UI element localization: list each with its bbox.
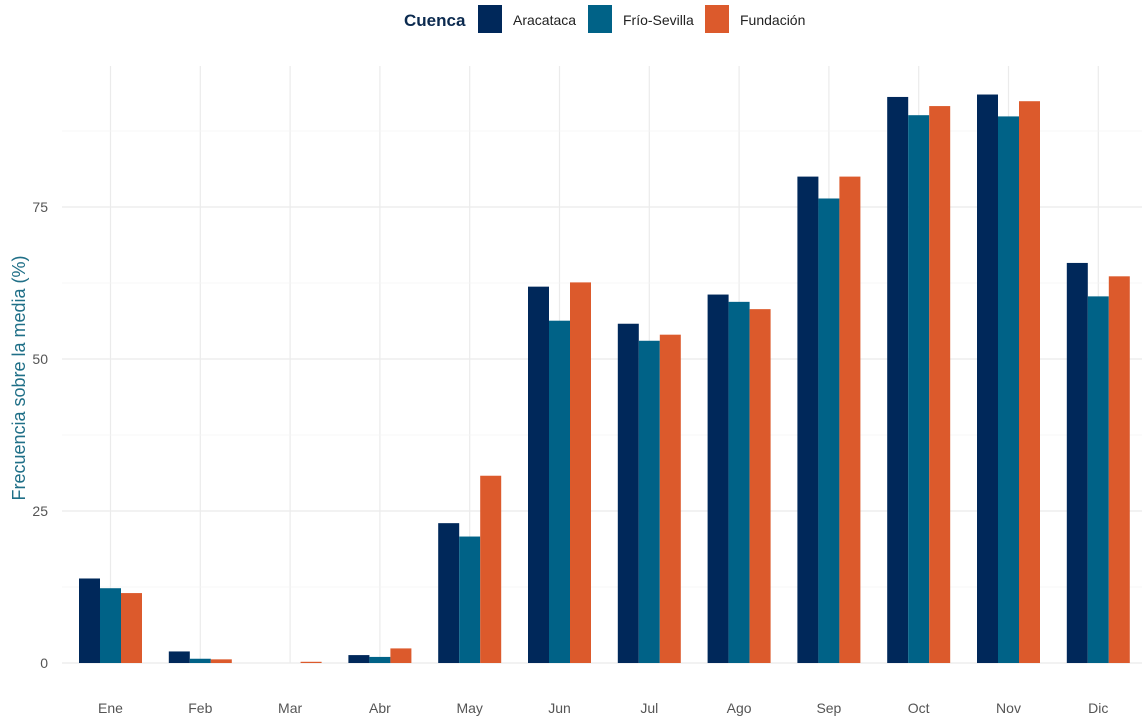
bar-nov-3 — [1019, 101, 1040, 663]
legend-key-1 — [478, 5, 502, 33]
bar-ago-1 — [707, 294, 729, 663]
x-tick-label: Ago — [727, 700, 752, 716]
x-tick-label: Nov — [996, 700, 1021, 716]
bar-sep-1 — [797, 176, 819, 663]
x-tick-label: Jul — [640, 700, 658, 716]
y-axis-label: Frecuencia sobre la media (%) — [9, 255, 29, 500]
bar-may-3 — [480, 475, 502, 663]
x-tick-label: Sep — [816, 700, 841, 716]
bar-feb-2 — [189, 658, 211, 663]
bar-dic-1 — [1066, 262, 1088, 663]
legend-label-1: Aracataca — [513, 12, 576, 28]
x-tick-label: Ene — [98, 700, 123, 716]
bar-jun-2 — [549, 320, 570, 663]
bar-jul-2 — [638, 340, 660, 663]
x-tick-label: Feb — [188, 700, 212, 716]
bar-sep-3 — [839, 176, 861, 663]
bar-abr-2 — [369, 656, 391, 663]
x-tick-label: Dic — [1088, 700, 1108, 716]
bar-may-2 — [459, 536, 481, 663]
bar-dic-2 — [1087, 296, 1109, 663]
bar-nov-2 — [998, 116, 1019, 663]
y-tick-label: 25 — [32, 503, 48, 519]
x-tick-label: Oct — [908, 700, 930, 716]
y-tick-label: 0 — [40, 655, 48, 671]
bar-oct-1 — [887, 96, 909, 663]
bar-nov-1 — [977, 94, 998, 663]
legend-key-3 — [705, 5, 729, 33]
bar-ago-3 — [749, 309, 771, 663]
legend-label-2: Frío-Sevilla — [623, 12, 694, 28]
bar-abr-3 — [390, 648, 412, 663]
y-tick-label: 75 — [32, 199, 48, 215]
bar-jun-3 — [570, 282, 591, 663]
bar-feb-3 — [210, 659, 232, 663]
bar-mar-3 — [300, 661, 322, 663]
bar-may-1 — [438, 523, 460, 663]
bar-sep-2 — [818, 198, 840, 663]
bar-ene-1 — [79, 578, 100, 663]
bar-jun-1 — [528, 286, 549, 663]
x-tick-label: May — [456, 700, 482, 716]
bar-oct-2 — [908, 115, 930, 663]
bar-oct-3 — [929, 106, 951, 663]
bar-feb-1 — [168, 651, 190, 663]
x-tick-label: Mar — [278, 700, 302, 716]
x-tick-label: Jun — [548, 700, 571, 716]
y-tick-label: 50 — [32, 351, 48, 367]
bar-dic-3 — [1108, 276, 1130, 663]
bars — [79, 94, 1130, 663]
legend-key-2 — [588, 5, 612, 33]
bar-ago-2 — [728, 301, 750, 663]
bar-jul-3 — [659, 334, 681, 663]
axes: Ene Feb Mar Abr May Jun Jul Ago Sep Oct Nov Dic 0 25 5… — [32, 199, 1108, 716]
legend: Cuenca Aracataca Frío-Sevilla Fundación — [404, 5, 805, 33]
bar-jul-1 — [617, 323, 639, 663]
x-tick-label: Abr — [369, 700, 391, 716]
bar-abr-1 — [348, 655, 370, 663]
legend-title: Cuenca — [404, 11, 466, 30]
legend-label-3: Fundación — [740, 12, 805, 28]
bar-ene-2 — [100, 588, 121, 663]
bar-ene-3 — [121, 593, 142, 663]
